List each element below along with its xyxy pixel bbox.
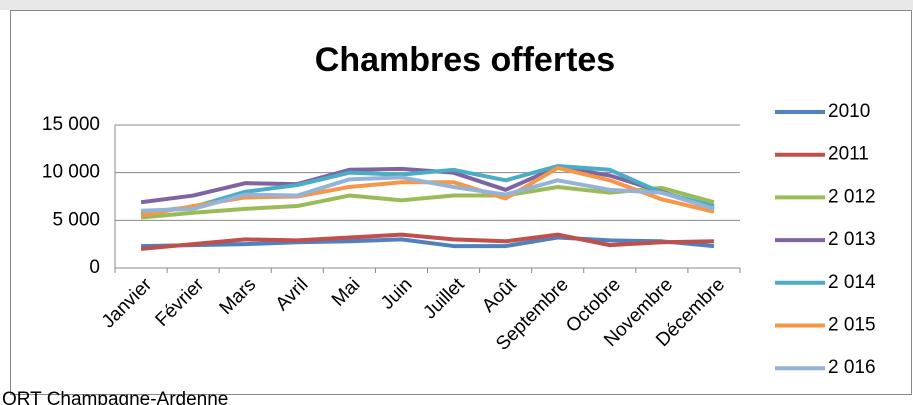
y-tick-label: 5 000 <box>52 209 100 230</box>
chart-title: Chambres offertes <box>315 41 615 79</box>
legend-label: 2 012 <box>828 186 876 207</box>
footer: ORT Champagne-Ardenne <box>2 389 228 405</box>
series-line <box>141 235 715 249</box>
legend-label: 2010 <box>828 101 870 122</box>
legend-label: 2 013 <box>828 229 876 250</box>
legend-label: 2011 <box>828 144 869 165</box>
series-line <box>140 232 714 251</box>
chart-frame <box>10 10 912 395</box>
series-line <box>140 175 715 213</box>
y-tick-label: 15 000 <box>42 114 100 135</box>
legend-label: 2 014 <box>828 272 876 293</box>
series-line <box>140 163 715 215</box>
y-tick-label: 10 000 <box>42 162 100 183</box>
toolbar-strip <box>0 0 913 10</box>
y-tick-label: 0 <box>89 257 100 278</box>
legend-label: 2 016 <box>828 357 876 378</box>
legend-label: 2 015 <box>828 315 876 336</box>
